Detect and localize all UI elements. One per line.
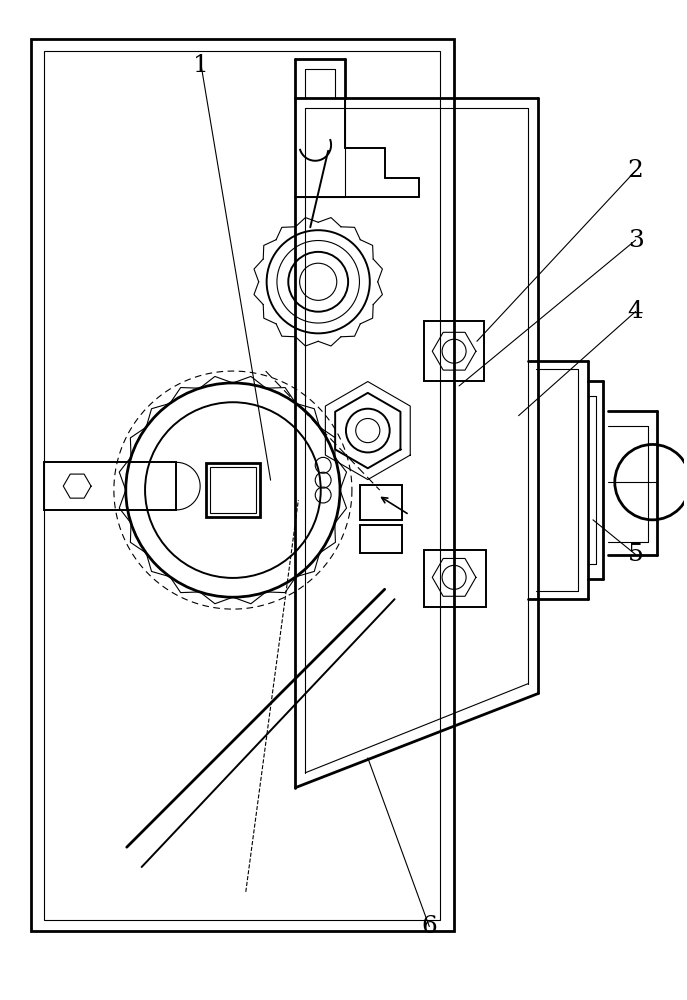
Text: 6: 6 xyxy=(421,915,437,938)
Bar xyxy=(45,462,177,510)
Bar xyxy=(360,485,401,520)
Text: 3: 3 xyxy=(628,229,644,252)
Bar xyxy=(425,550,486,607)
Bar xyxy=(30,39,454,931)
Bar xyxy=(360,525,401,553)
Text: 4: 4 xyxy=(628,300,644,323)
Bar xyxy=(210,467,256,513)
Bar xyxy=(45,51,440,920)
Text: 5: 5 xyxy=(628,543,644,566)
Text: 1: 1 xyxy=(193,54,209,77)
Bar xyxy=(425,321,484,381)
Text: 2: 2 xyxy=(628,159,644,182)
Bar xyxy=(205,463,260,517)
